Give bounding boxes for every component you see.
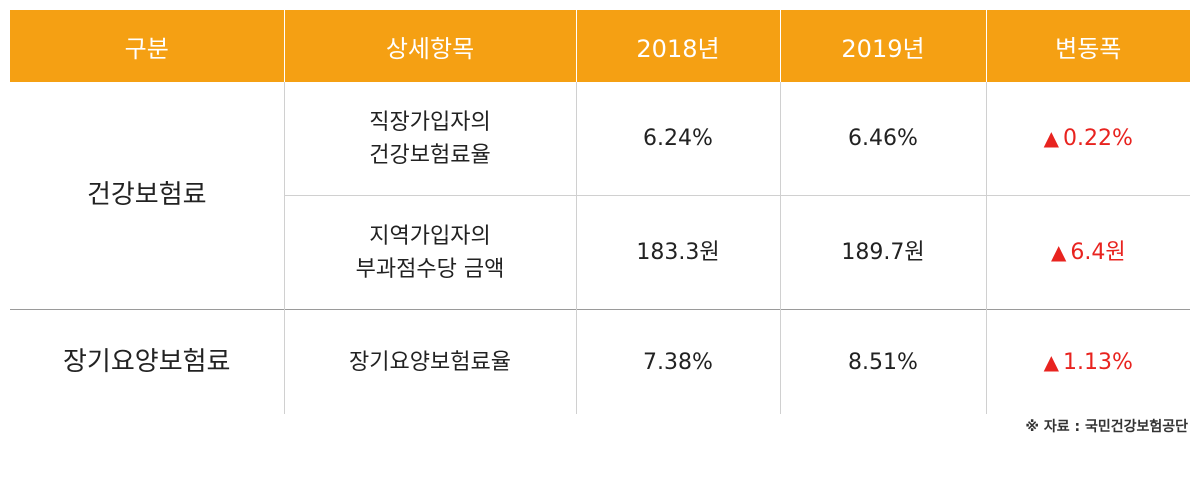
value-2018: 7.38% xyxy=(575,309,780,414)
value-2019: 6.46% xyxy=(779,82,986,196)
header-category: 구분 xyxy=(10,10,284,82)
change-value: 0.22% xyxy=(1063,126,1133,151)
detail-item-cell: 지역가입자의 부과점수당 금액 xyxy=(283,195,576,310)
table-row: 지역가입자의 부과점수당 금액 183.3원 189.7원 ▲ 6.4원 xyxy=(10,195,1190,310)
value-2019: 8.51% xyxy=(779,309,986,414)
change-cell: ▲ 1.13% xyxy=(985,309,1190,414)
insurance-rate-table: 구분 상세항목 2018년 2019년 변동폭 건강보험료 직장가입자의 건강보… xyxy=(10,10,1190,414)
header-detail-item: 상세항목 xyxy=(283,10,576,82)
category-long-term-care: 장기요양보험료 xyxy=(10,309,284,414)
change-cell: ▲ 6.4원 xyxy=(985,195,1190,310)
value-2019: 189.7원 xyxy=(779,195,986,310)
category-health-insurance: 건강보험료 xyxy=(86,180,207,210)
up-triangle-icon: ▲ xyxy=(1043,126,1059,150)
header-2019: 2019년 xyxy=(779,10,986,82)
detail-item-line: 직장가입자의 xyxy=(369,109,491,135)
value-2018: 6.24% xyxy=(575,82,780,196)
up-triangle-icon: ▲ xyxy=(1043,349,1059,374)
detail-item-line: 부과점수당 금액 xyxy=(355,256,505,282)
change-value: 1.13% xyxy=(1063,349,1133,375)
detail-item-line: 건강보험료율 xyxy=(369,142,491,168)
change-value: 6.4원 xyxy=(1070,240,1126,265)
header-change: 변동폭 xyxy=(985,10,1190,82)
detail-item-line: 장기요양보험료율 xyxy=(349,349,511,375)
up-triangle-icon: ▲ xyxy=(1050,240,1067,264)
detail-item-cell: 장기요양보험료율 xyxy=(283,309,576,414)
table-header-row: 구분 상세항목 2018년 2019년 변동폭 xyxy=(10,10,1190,82)
source-note: ※ 자료 : 국민건강보험공단 xyxy=(1025,419,1188,435)
detail-item-cell: 직장가입자의 건강보험료율 xyxy=(283,82,576,196)
value-2018: 183.3원 xyxy=(575,195,780,310)
header-2018: 2018년 xyxy=(575,10,780,82)
table-row: 장기요양보험료 장기요양보험료율 7.38% 8.51% ▲ 1.13% xyxy=(10,309,1190,414)
table-row: 건강보험료 직장가입자의 건강보험료율 6.24% 6.46% ▲ 0.22% xyxy=(10,82,1190,210)
detail-item-line: 지역가입자의 xyxy=(369,223,491,249)
change-cell: ▲ 0.22% xyxy=(985,82,1190,196)
